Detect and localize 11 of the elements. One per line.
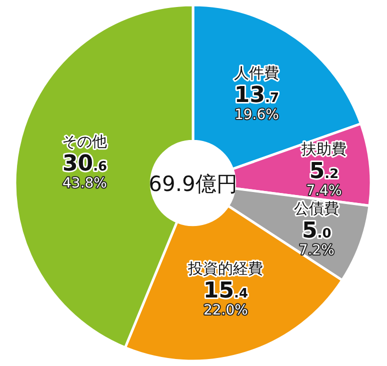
- data-label: 5.2 7.4%: [306, 159, 342, 200]
- slice-label: 公債費: [294, 200, 340, 218]
- data-label: 30.6 43.8%: [62, 152, 108, 192]
- slice-label: 扶助費: [300, 140, 346, 158]
- slice-label: 投資的経費: [187, 259, 264, 278]
- slice-label: その他: [62, 132, 108, 151]
- data-label: 13.7 19.6%: [234, 82, 280, 123]
- slice-label: 人件費: [234, 64, 280, 82]
- text: 69.9億円: [148, 172, 238, 196]
- data-label: 5.0 7.2%: [298, 218, 334, 259]
- data-label: 15.4 22.0%: [203, 278, 248, 318]
